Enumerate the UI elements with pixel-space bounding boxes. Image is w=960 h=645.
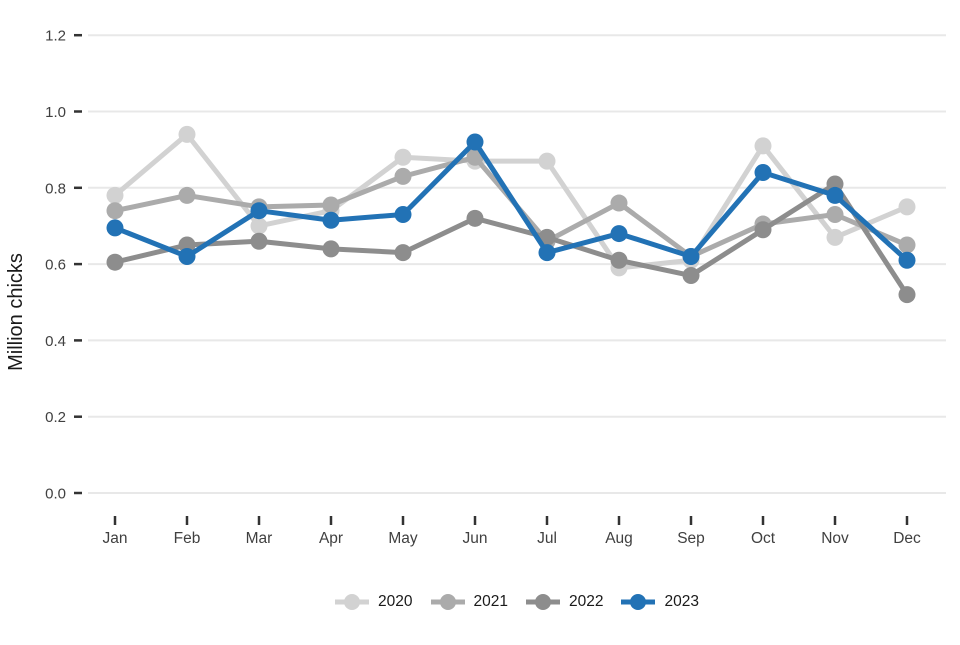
legend-key-icon-2022: [526, 594, 560, 610]
data-point-2022-Mar: [250, 232, 268, 250]
data-point-2020-May: [394, 148, 412, 166]
data-point-2020-Nov: [826, 228, 844, 246]
x-tick-label: Dec: [893, 530, 921, 547]
data-point-2022-Jun: [466, 209, 484, 227]
x-tick-label: Jul: [537, 530, 557, 547]
data-point-2022-May: [394, 244, 412, 262]
y-tick-label: 0.0: [45, 486, 66, 503]
x-tick-label: Feb: [174, 530, 201, 547]
legend-key-dot: [344, 594, 361, 610]
data-point-2021-Apr: [322, 196, 340, 214]
y-tick-label: 0.2: [45, 409, 66, 426]
x-tick-label: Jun: [463, 530, 488, 547]
data-point-2021-Feb: [178, 186, 196, 204]
data-point-2020-Dec: [898, 198, 916, 216]
series-line-2020: [112, 131, 910, 271]
data-point-2022-Jan: [106, 253, 124, 271]
y-tick-label: 1.0: [45, 104, 66, 121]
legend-label-2020: 2020: [378, 593, 413, 611]
data-point-2023-Nov: [826, 186, 844, 204]
legend: 2020 2021 2022 2023: [88, 586, 946, 618]
legend-label-2021: 2021: [473, 593, 508, 611]
data-point-2020-Jan: [106, 186, 124, 204]
data-point-2023-Aug: [610, 225, 628, 243]
legend-key-icon-2020: [335, 594, 370, 610]
legend-item-2022: 2022: [526, 592, 603, 612]
legend-label-2022: 2022: [569, 593, 604, 611]
data-point-2022-Sep: [682, 267, 700, 285]
data-point-2023-May: [394, 206, 412, 224]
x-tick-label: Mar: [246, 530, 273, 547]
data-point-2023-Mar: [250, 202, 268, 220]
x-tick-label: Nov: [821, 530, 849, 547]
x-tick-label: Jan: [103, 530, 128, 547]
y-tick-label: 0.6: [45, 257, 66, 274]
data-point-2021-Nov: [826, 206, 844, 224]
x-tick-label: Sep: [677, 530, 705, 547]
y-axis-title: Million chicks: [5, 253, 27, 371]
legend-key-dot: [439, 594, 456, 610]
legend-key-dot: [535, 594, 551, 610]
data-point-2021-May: [394, 167, 412, 185]
y-tick-label: 1.2: [45, 28, 66, 45]
data-point-2023-Sep: [682, 247, 700, 265]
x-tick-label: Oct: [751, 530, 776, 547]
series-line-2023: [112, 139, 910, 263]
data-point-2023-Jan: [106, 219, 124, 237]
data-point-2023-Dec: [898, 251, 916, 269]
data-point-2021-Aug: [610, 194, 628, 212]
y-tick-label: 0.8: [45, 180, 66, 197]
x-tick-label: Aug: [605, 530, 633, 547]
legend-key-icon-2023: [621, 594, 656, 610]
data-point-2023-Feb: [178, 247, 196, 265]
data-point-2020-Jul: [538, 152, 556, 170]
legend-item-2021: 2021: [430, 592, 508, 612]
legend-key-dot: [630, 594, 647, 610]
data-point-2020-Mar: [250, 217, 268, 235]
data-point-2023-Oct: [754, 164, 772, 182]
data-point-2023-Jun: [466, 133, 484, 151]
data-point-2021-Jan: [106, 202, 124, 220]
data-point-2020-Feb: [178, 125, 196, 143]
x-tick-label: Apr: [319, 530, 343, 547]
data-point-2021-Dec: [898, 236, 916, 254]
data-point-2022-Aug: [610, 251, 628, 269]
data-point-2023-Jul: [538, 244, 556, 262]
data-point-2020-Oct: [754, 137, 772, 155]
legend-item-2023: 2023: [621, 592, 699, 612]
data-point-2022-Oct: [754, 221, 772, 239]
x-tick-label: May: [388, 530, 418, 547]
y-tick-label: 0.4: [45, 333, 66, 350]
data-point-2022-Apr: [322, 240, 340, 258]
series-line-2022: [112, 181, 910, 298]
legend-label-2023: 2023: [664, 593, 699, 611]
legend-item-2020: 2020: [335, 592, 413, 612]
data-point-2022-Dec: [898, 286, 916, 304]
data-point-2023-Apr: [322, 211, 340, 229]
legend-key-icon-2021: [430, 594, 465, 610]
